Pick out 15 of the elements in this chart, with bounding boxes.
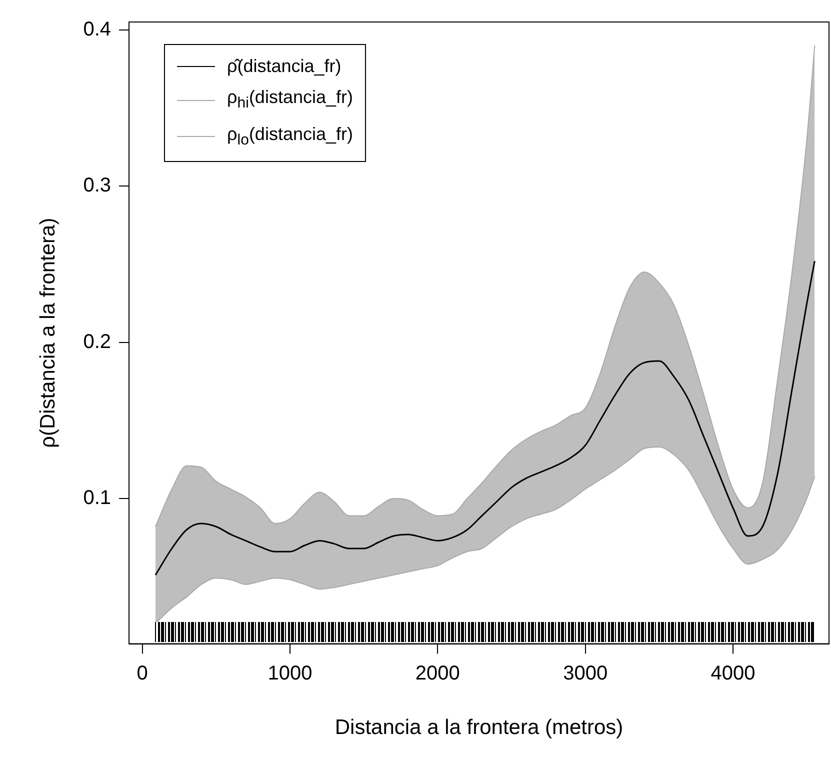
x-axis-title: Distancia a la frontera (metros): [334, 716, 624, 740]
line-series: [154, 260, 816, 576]
x-tick-label: 2000: [415, 662, 460, 684]
y-tick-label: 0.3: [83, 174, 112, 197]
legend-label: ρ̂(distancia_fr): [227, 55, 342, 78]
y-tick-label: 0.1: [83, 487, 112, 510]
y-tick-label: 0.2: [83, 330, 112, 353]
x-tick-label: 0: [136, 662, 148, 684]
x-tick-label: 4000: [710, 662, 756, 684]
legend-label: ρ$_{lo}$(distancia_fr): [227, 122, 353, 150]
y-tick-label: 0.4: [83, 18, 112, 40]
x-tick-label: 1000: [268, 662, 312, 684]
y-axis-title: ρ(Distancia a la frontera): [36, 218, 60, 448]
legend-label: ρ$_{hi}$(distancia_fr): [227, 86, 353, 114]
x-tick-label: 3000: [563, 662, 608, 684]
